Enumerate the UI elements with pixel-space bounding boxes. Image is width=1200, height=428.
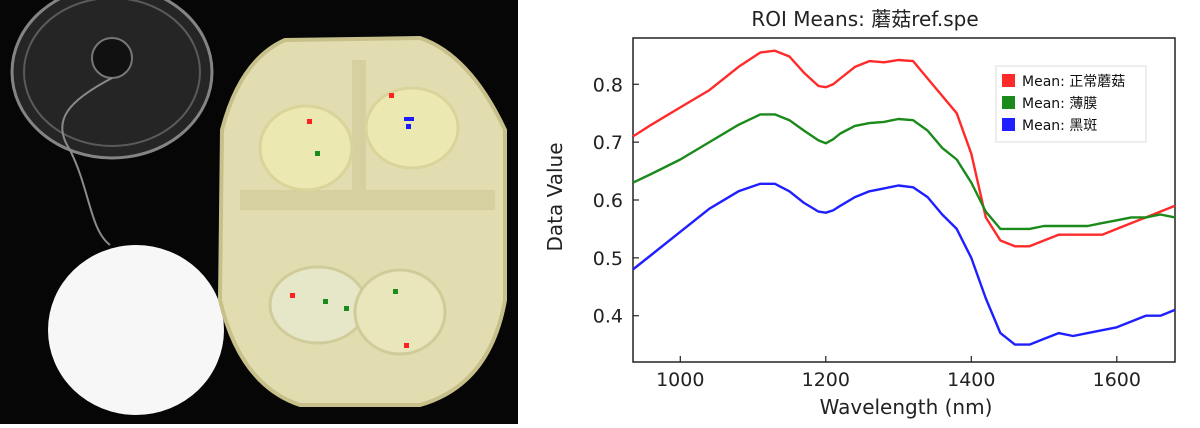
roi-marker-red	[307, 119, 312, 124]
roi-marker-green	[393, 289, 398, 294]
roi-marker-green	[315, 151, 320, 156]
y-tick-label: 0.8	[593, 74, 623, 96]
x-tick-label: 1000	[656, 369, 704, 391]
chart-canvas: 1000 1200 1400 1600 0.4 0.5 0.6 0.7 0.8 Mean: 正常…	[543, 37, 1176, 419]
chart-title: ROI Means: 蘑菇ref.spe	[751, 7, 979, 31]
roi-marker-red	[404, 343, 409, 348]
legend-label: Mean: 黑斑	[1022, 118, 1097, 134]
series-line-2	[632, 113, 1176, 231]
sample-photo	[0, 0, 518, 424]
mushroom-4	[353, 268, 447, 356]
legend-label: Mean: 正常蘑菇	[1022, 74, 1125, 90]
mushroom-2	[364, 86, 460, 170]
roi-marker-blue	[406, 124, 411, 129]
mushroom-1	[258, 104, 354, 192]
roi-means-plot: ROI Means: 蘑菇ref.spe 1000 1200 1400 1600 0.4…	[530, 0, 1200, 424]
x-tick-label: 1200	[802, 369, 850, 391]
legend-swatch	[1002, 74, 1015, 87]
roi-marker-green	[344, 306, 349, 311]
y-tick-label: 0.6	[593, 190, 623, 212]
white-reference-disc	[48, 245, 224, 415]
series-line-1	[632, 49, 1176, 248]
roi-marker-red	[290, 293, 295, 298]
y-axis-label: Data Value	[543, 142, 567, 251]
legend-box	[995, 65, 1147, 143]
y-tick-label: 0.7	[593, 132, 623, 154]
roi-marker-green	[323, 299, 328, 304]
sample-photo-drawing	[0, 0, 518, 424]
mushroom-3	[268, 265, 368, 345]
x-tick-label: 1600	[1093, 369, 1141, 391]
y-tick-label: 0.5	[593, 248, 623, 270]
legend-swatch	[1002, 118, 1015, 131]
y-tick-label: 0.4	[593, 306, 623, 328]
x-axis-label: Wavelength (nm)	[820, 395, 993, 419]
series-line-3	[632, 182, 1176, 346]
legend-label: Mean: 薄膜	[1022, 96, 1097, 112]
x-tick-label: 1400	[947, 369, 995, 391]
legend-swatch	[1002, 96, 1015, 109]
roi-marker-blue	[404, 117, 414, 121]
roi-marker-red	[389, 93, 394, 98]
